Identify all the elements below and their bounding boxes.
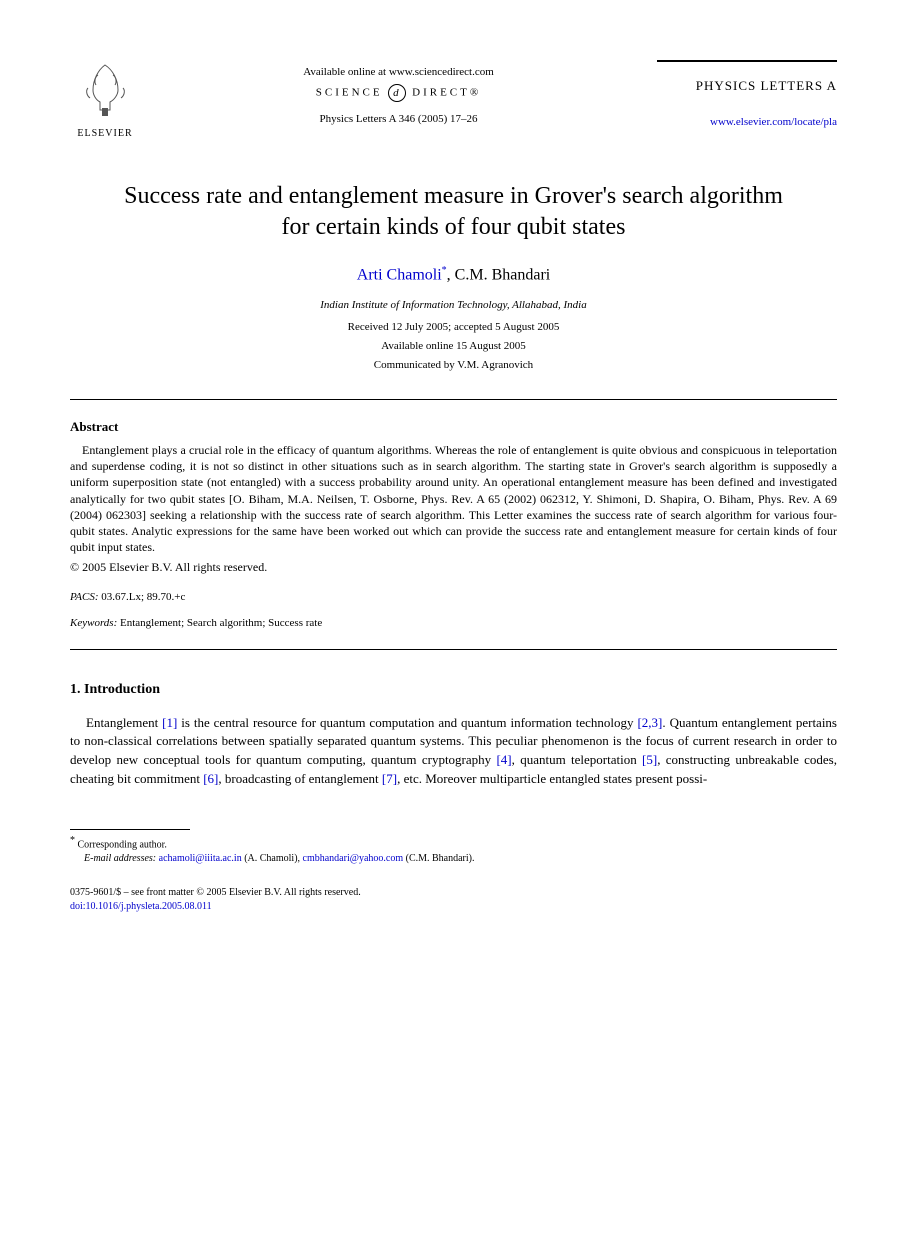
affiliation: Indian Institute of Information Technolo… xyxy=(70,298,837,313)
communicated-by: Communicated by V.M. Agranovich xyxy=(70,358,837,373)
ref-link-4[interactable]: [4] xyxy=(496,752,511,767)
email-name-2: (C.M. Bhandari). xyxy=(406,853,475,864)
divider-2 xyxy=(70,649,837,650)
sd-d-icon: d xyxy=(388,84,406,102)
ref-link-5[interactable]: [5] xyxy=(642,752,657,767)
science-direct-logo: SCIENCE d DIRECT® xyxy=(140,84,657,102)
issn-line: 0375-9601/$ – see front matter © 2005 El… xyxy=(70,886,837,900)
abstract-text: Entanglement plays a crucial role in the… xyxy=(70,442,837,555)
elsevier-tree-icon xyxy=(78,60,133,120)
publisher-logo: ELSEVIER xyxy=(70,60,140,141)
center-header: Available online at www.sciencedirect.co… xyxy=(140,60,657,128)
corresponding-asterisk: * xyxy=(442,265,447,276)
intro-p6: , broadcasting of entanglement xyxy=(218,771,382,786)
publisher-name: ELSEVIER xyxy=(70,127,140,141)
journal-name: PHYSICS LETTERS A xyxy=(657,77,837,95)
journal-box: PHYSICS LETTERS A www.elsevier.com/locat… xyxy=(657,60,837,131)
sd-text1: SCIENCE xyxy=(316,87,383,99)
sd-text2: DIRECT® xyxy=(412,87,481,99)
intro-p4: , quantum teleportation xyxy=(512,752,642,767)
ref-link-6[interactable]: [6] xyxy=(203,771,218,786)
ref-link-7[interactable]: [7] xyxy=(382,771,397,786)
pacs-label: PACS: xyxy=(70,591,99,603)
corresponding-footnote: * Corresponding author. xyxy=(70,834,837,852)
online-date: Available online 15 August 2005 xyxy=(70,339,837,354)
doi-link[interactable]: doi:10.1016/j.physleta.2005.08.011 xyxy=(70,901,212,912)
email-link-2[interactable]: cmbhandari@yahoo.com xyxy=(303,853,404,864)
bottom-info: 0375-9601/$ – see front matter © 2005 El… xyxy=(70,886,837,914)
author-1[interactable]: Arti Chamoli xyxy=(357,266,442,283)
keywords-line: Keywords: Entanglement; Search algorithm… xyxy=(70,616,837,631)
section-1-heading: 1. Introduction xyxy=(70,680,837,700)
header-row: ELSEVIER Available online at www.science… xyxy=(70,60,837,141)
journal-url-link[interactable]: www.elsevier.com/locate/pla xyxy=(657,115,837,130)
intro-p1: Entanglement xyxy=(86,715,162,730)
keywords-values: Entanglement; Search algorithm; Success … xyxy=(120,617,322,629)
authors-line: Arti Chamoli*, C.M. Bhandari xyxy=(70,264,837,287)
copyright-line: © 2005 Elsevier B.V. All rights reserved… xyxy=(70,559,837,576)
keywords-label: Keywords: xyxy=(70,617,117,629)
author-2: C.M. Bhandari xyxy=(455,266,551,283)
footnote-asterisk: * xyxy=(70,835,75,846)
citation-line: Physics Letters A 346 (2005) 17–26 xyxy=(140,112,657,127)
email-name-1: (A. Chamoli), xyxy=(244,853,300,864)
email-link-1[interactable]: achamoli@iiita.ac.in xyxy=(159,853,242,864)
abstract-heading: Abstract xyxy=(70,418,837,436)
intro-p2: is the central resource for quantum comp… xyxy=(177,715,637,730)
ref-link-1[interactable]: [1] xyxy=(162,715,177,730)
article-title: Success rate and entanglement measure in… xyxy=(110,181,797,243)
pacs-values: 03.67.Lx; 89.70.+c xyxy=(101,591,185,603)
email-footnote: E-mail addresses: achamoli@iiita.ac.in (… xyxy=(84,852,837,866)
journal-rule xyxy=(657,60,837,62)
footnote-rule xyxy=(70,829,190,830)
pacs-line: PACS: 03.67.Lx; 89.70.+c xyxy=(70,590,837,605)
intro-paragraph: Entanglement [1] is the central resource… xyxy=(70,714,837,789)
available-online-text: Available online at www.sciencedirect.co… xyxy=(140,65,657,80)
divider-1 xyxy=(70,399,837,400)
received-date: Received 12 July 2005; accepted 5 August… xyxy=(70,320,837,335)
ref-link-2-3[interactable]: [2,3] xyxy=(637,715,662,730)
corresponding-text: Corresponding author. xyxy=(78,839,167,850)
intro-p7: , etc. Moreover multiparticle entangled … xyxy=(397,771,707,786)
email-label: E-mail addresses: xyxy=(84,853,156,864)
